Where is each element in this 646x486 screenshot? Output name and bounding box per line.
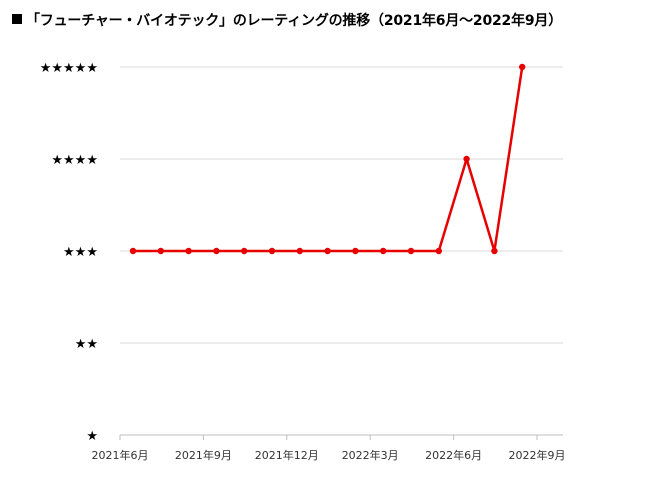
data-point xyxy=(435,247,442,255)
x-tick-label: 2021年9月 xyxy=(175,448,232,462)
data-point xyxy=(324,247,331,255)
x-tick-label: 2021年6月 xyxy=(92,448,149,462)
data-point xyxy=(185,247,192,255)
data-point xyxy=(491,247,498,255)
y-tick-label: ★★★★★ xyxy=(40,61,98,76)
y-tick-label: ★★★ xyxy=(63,245,98,260)
data-point xyxy=(463,155,470,163)
x-tick-label: 2022年6月 xyxy=(425,448,482,462)
y-tick-label: ★★ xyxy=(75,337,98,352)
data-point xyxy=(407,247,415,255)
data-point xyxy=(296,247,303,255)
data-point xyxy=(519,63,526,71)
data-point xyxy=(157,247,164,255)
data-point xyxy=(380,247,387,255)
title-square-marker xyxy=(12,14,22,24)
x-tick-label: 2022年3月 xyxy=(342,448,399,462)
x-tick-label: 2022年9月 xyxy=(509,448,566,462)
y-tick-label: ★ xyxy=(86,429,98,444)
y-tick-label: ★★★★ xyxy=(51,153,98,168)
data-point xyxy=(352,247,359,255)
data-point xyxy=(268,247,276,255)
data-point xyxy=(129,247,137,255)
data-point xyxy=(213,247,220,255)
data-point xyxy=(241,247,248,255)
chart-title: 「フューチャー・バイオテック」のレーティングの推移（2021年6月〜2022年9… xyxy=(12,10,562,30)
chart-title-text: 「フューチャー・バイオテック」のレーティングの推移（2021年6月〜2022年9… xyxy=(26,13,563,29)
x-tick-label: 2021年12月 xyxy=(255,448,319,462)
